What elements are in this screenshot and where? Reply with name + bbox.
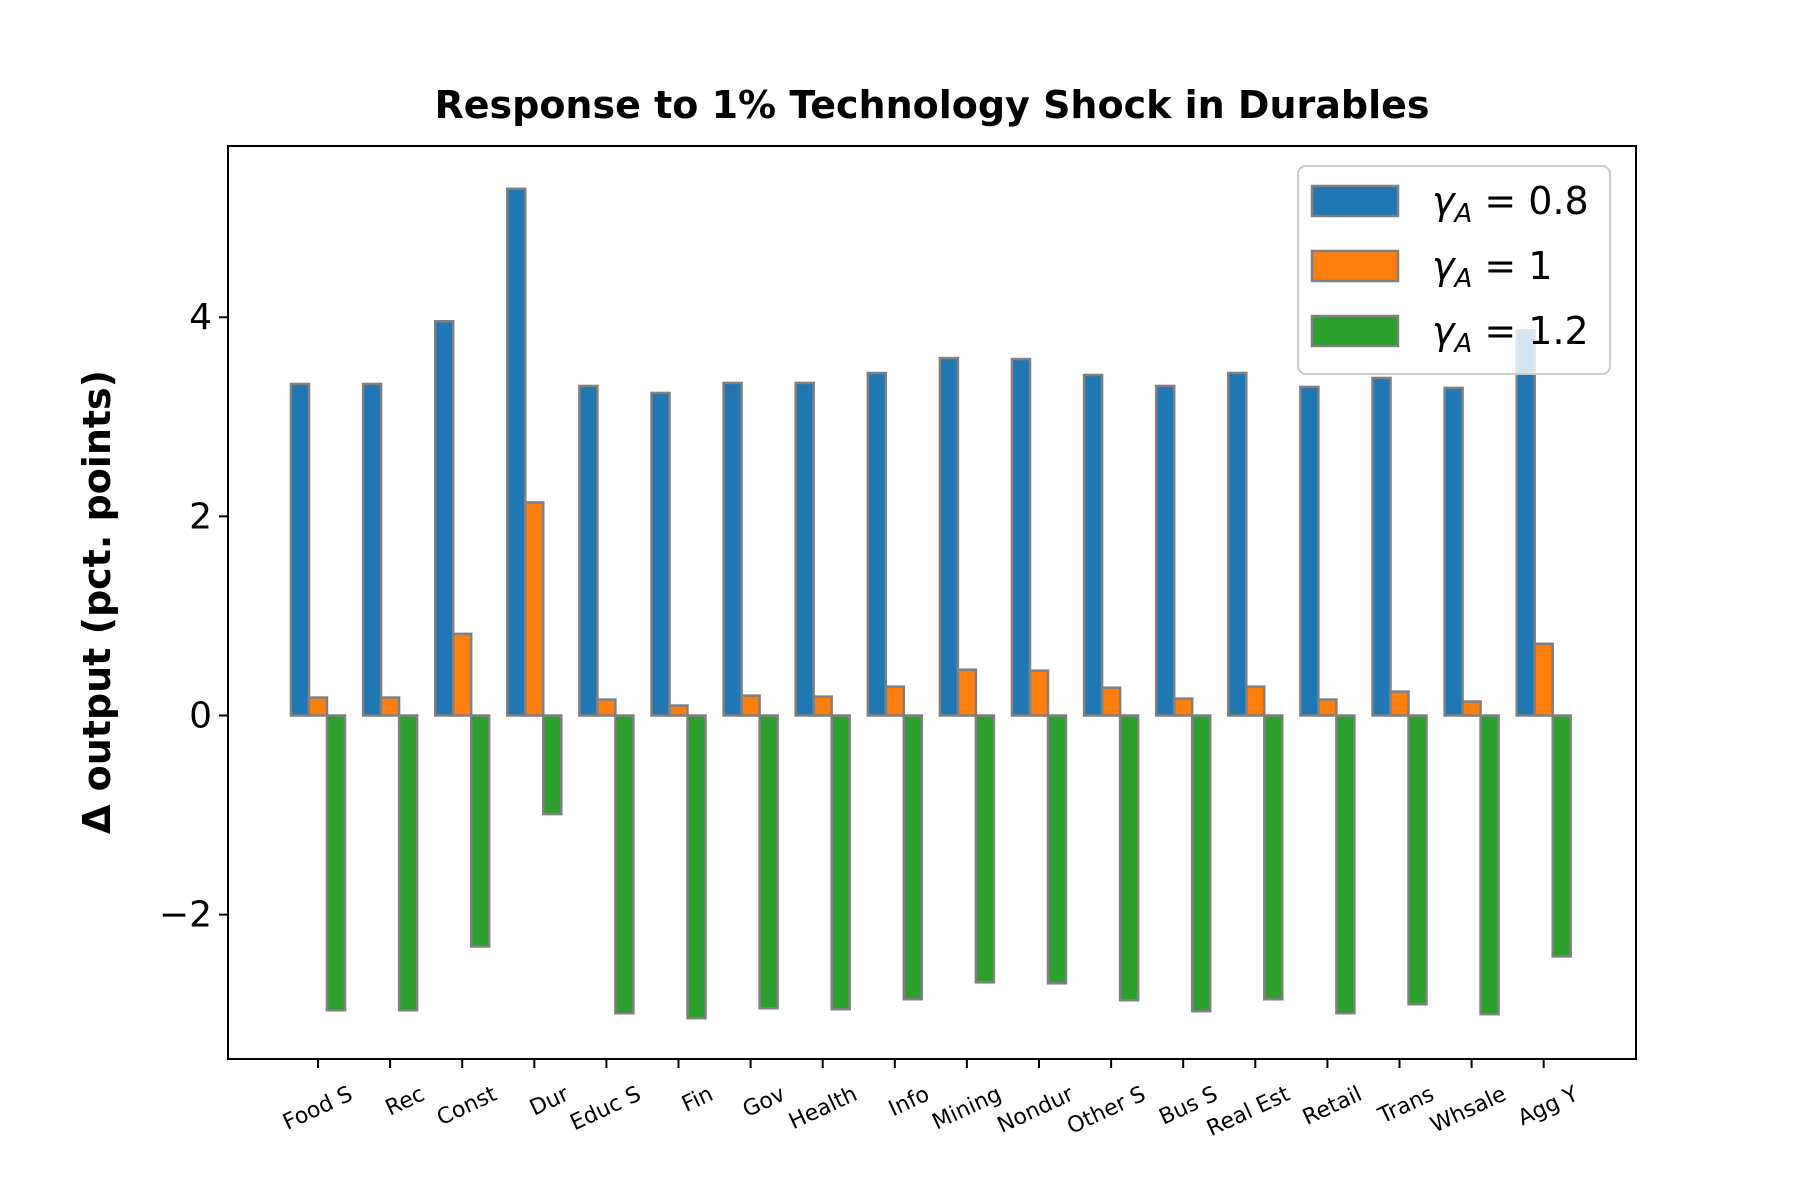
bar-agg-y-series-3 — [1551, 714, 1572, 958]
bar-whsale-series-3 — [1479, 714, 1500, 1016]
bar-info-series-1 — [866, 371, 888, 717]
x-tick-label: Retail — [1299, 1082, 1366, 1131]
chart-title: Response to 1% Technology Shock in Durab… — [434, 83, 1429, 127]
bar-real-est-series-1 — [1227, 371, 1248, 717]
x-tick-label: Real Est — [1203, 1082, 1294, 1142]
bar-const-series-1 — [433, 319, 455, 717]
bar-trans-series-2 — [1389, 690, 1410, 717]
bar-nondur-series-3 — [1046, 714, 1068, 985]
bar-fin-series-3 — [686, 714, 707, 1020]
bar-bus-s-series-1 — [1154, 384, 1176, 717]
bar-fin-series-1 — [650, 391, 671, 717]
bar-retail-series-3 — [1335, 714, 1356, 1015]
x-tick-label: Whsale — [1427, 1082, 1510, 1139]
bar-nondur-series-2 — [1028, 669, 1050, 717]
bar-health-series-2 — [812, 695, 833, 717]
legend-label: γA = 1.2 — [1432, 309, 1589, 359]
bar-mining-series-1 — [938, 356, 960, 717]
bar-retail-series-2 — [1317, 698, 1338, 717]
y-tick-label: −2 — [159, 895, 212, 936]
x-tick-label: Rec — [382, 1082, 429, 1122]
bar-rec-series-1 — [361, 382, 383, 717]
legend-swatch — [1310, 249, 1400, 283]
bar-whsale-series-2 — [1461, 700, 1482, 717]
x-tick-label: Gov — [739, 1082, 789, 1123]
bar-food-s-series-2 — [307, 696, 329, 717]
bar-educ-s-series-2 — [596, 698, 617, 717]
bar-educ-s-series-1 — [578, 384, 599, 717]
bar-trans-series-1 — [1371, 376, 1392, 717]
x-tick-label: Agg Y — [1514, 1082, 1583, 1132]
x-tick-label: Other S — [1063, 1082, 1149, 1140]
bar-agg-y-series-2 — [1533, 642, 1554, 717]
bar-rec-series-3 — [397, 714, 419, 1012]
bar-const-series-3 — [469, 714, 491, 948]
bar-bus-s-series-2 — [1172, 697, 1194, 717]
bar-food-s-series-3 — [325, 714, 347, 1012]
bars-group — [289, 187, 1572, 1020]
bar-other-s-series-3 — [1118, 714, 1140, 1002]
legend-label: γA = 1 — [1432, 244, 1552, 294]
x-tick-label: Food S — [279, 1082, 356, 1136]
bar-health-series-3 — [830, 714, 851, 1011]
plot-frame — [227, 145, 1637, 1060]
x-tick-label: Const — [433, 1082, 501, 1131]
bar-gov-series-3 — [758, 714, 779, 1010]
legend-swatch — [1310, 184, 1400, 218]
bar-nondur-series-1 — [1010, 357, 1032, 717]
x-tick-label: Educ S — [567, 1082, 645, 1136]
bar-dur-series-3 — [542, 714, 563, 816]
x-tick-label: Nondur — [994, 1081, 1079, 1138]
bar-gov-series-1 — [722, 381, 743, 717]
y-tick-label: 0 — [189, 696, 212, 737]
x-tick-label: Health — [785, 1082, 861, 1135]
y-tick-label: 4 — [189, 297, 212, 338]
x-tick-label: Info — [885, 1082, 933, 1122]
bar-info-series-3 — [902, 714, 924, 1001]
bar-gov-series-2 — [740, 694, 761, 717]
legend-label: γA = 0.8 — [1432, 179, 1589, 229]
bar-bus-s-series-3 — [1190, 714, 1212, 1013]
x-tick-label: Mining — [929, 1082, 1006, 1136]
y-axis: −2 0 2 4 — [159, 297, 228, 936]
bar-food-s-series-1 — [289, 382, 311, 717]
bar-trans-series-3 — [1407, 714, 1428, 1006]
bar-mining-series-3 — [974, 714, 996, 984]
bar-dur-series-1 — [506, 187, 527, 717]
legend-swatch — [1310, 314, 1400, 348]
bar-agg-y-series-1 — [1515, 328, 1536, 717]
bar-educ-s-series-3 — [614, 714, 635, 1015]
y-tick-label: 2 — [189, 496, 212, 537]
bar-real-est-series-2 — [1245, 685, 1266, 717]
bar-other-s-series-1 — [1082, 373, 1104, 717]
bar-health-series-1 — [794, 381, 815, 717]
bar-real-est-series-3 — [1263, 714, 1284, 1001]
bar-dur-series-2 — [524, 501, 545, 717]
bar-whsale-series-1 — [1443, 386, 1464, 717]
bar-mining-series-2 — [956, 668, 978, 717]
bar-other-s-series-2 — [1100, 686, 1122, 717]
bar-fin-series-2 — [668, 704, 689, 717]
bar-info-series-2 — [884, 685, 906, 717]
x-tick-label: Trans — [1374, 1082, 1438, 1130]
x-tick-label: Fin — [678, 1082, 717, 1118]
bar-retail-series-1 — [1299, 385, 1320, 717]
y-axis-label: Δ output (pct. points) — [75, 370, 119, 834]
bar-rec-series-2 — [379, 696, 401, 717]
legend: γA = 0.8 γA = 1 γA = 1.2 — [1297, 165, 1611, 375]
bar-const-series-2 — [451, 632, 473, 717]
